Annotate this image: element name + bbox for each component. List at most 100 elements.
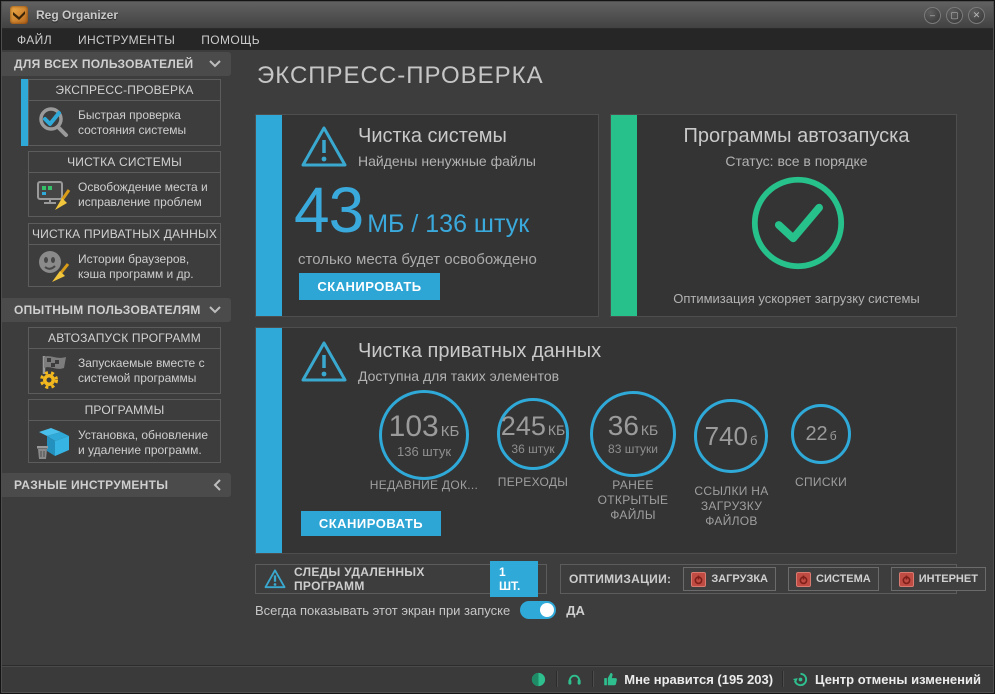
- stat-circle-visits: 245 КБ 36 штук: [497, 398, 569, 470]
- card-accent-strip: [256, 115, 282, 316]
- chevron-left-icon: [213, 479, 221, 491]
- card-system-clean: Чистка системы Найдены ненужные файлы 43…: [255, 114, 599, 317]
- card-title: Чистка приватных данных: [358, 340, 602, 362]
- theme-button[interactable]: [530, 671, 547, 688]
- card-title: Программы автозапуска: [683, 125, 910, 147]
- sidebar-item-express-check[interactable]: ЭКСПРЕСС-ПРОВЕРКА Быстрая проверка состо…: [28, 79, 221, 146]
- traces-box[interactable]: СЛЕДЫ УДАЛЕННЫХ ПРОГРАММ 1 ШТ.: [255, 561, 547, 597]
- stat-label: ПЕРЕХОДЫ: [497, 475, 569, 489]
- menu-help[interactable]: ПОМОЩЬ: [201, 32, 261, 47]
- title-bar[interactable]: Reg Organizer – ▢ ✕: [2, 2, 993, 29]
- theme-icon: [532, 672, 546, 686]
- close-icon[interactable]: ✕: [968, 6, 985, 24]
- window-title: Reg Organizer: [36, 8, 119, 22]
- stat-label: СПИСКИ: [795, 475, 847, 489]
- divider: [556, 671, 558, 687]
- sidebar-group-label: ДЛЯ ВСЕХ ПОЛЬЗОВАТЕЛЕЙ: [14, 57, 194, 71]
- sidebar-group-label: ОПЫТНЫМ ПОЛЬЗОВАТЕЛЯМ: [14, 303, 201, 317]
- optimize-system-button[interactable]: СИСТЕМА: [788, 567, 879, 591]
- power-icon: [796, 571, 811, 587]
- sidebar-item-autorun[interactable]: АВТОЗАПУСК ПРОГРАММ Запускаемые вместе с…: [28, 327, 221, 394]
- stat-circle-lists: 22 б: [791, 404, 851, 464]
- startup-toggle-label: Всегда показывать этот экран при запуске: [255, 602, 511, 618]
- undo-center-label: Центр отмены изменений: [815, 671, 981, 687]
- divider: [592, 671, 594, 687]
- sidebar-item-title: ПРОГРАММЫ: [29, 400, 220, 421]
- sidebar-item-desc: Запускаемые вместе с системой программы: [78, 356, 205, 385]
- stat-circle-opened-files: 36 КБ 83 штуки: [590, 391, 676, 477]
- sidebar-item-desc: Быстрая проверка состояния системы: [78, 108, 187, 137]
- mask-broom-icon: [35, 248, 73, 286]
- stat-label: РАНЕЕ ОТКРЫТЫЕ ФАЙЛЫ: [597, 478, 669, 522]
- card-subtitle: Доступна для таких элементов: [358, 368, 560, 384]
- card-subtitle: Статус: все в порядке: [725, 153, 868, 169]
- stat-circle-recent-docs: 103 КБ 136 штук: [379, 390, 469, 480]
- body: ДЛЯ ВСЕХ ПОЛЬЗОВАТЕЛЕЙ ЭКСПРЕСС-ПРОВЕРКА…: [2, 50, 993, 665]
- power-icon: [898, 571, 914, 587]
- monitor-broom-icon: [35, 176, 73, 214]
- chevron-down-icon: [209, 60, 221, 68]
- undo-center-button[interactable]: Центр отмены изменений: [792, 671, 981, 688]
- chevron-down-icon: [209, 306, 221, 314]
- optimize-internet-button[interactable]: ИНТЕРНЕТ: [890, 567, 986, 591]
- sidebar-item-desc: Освобождение места и исправление проблем: [78, 180, 208, 209]
- sidebar-item-title: ЧИСТКА ПРИВАТНЫХ ДАННЫХ: [29, 224, 220, 245]
- card-accent-strip: [256, 328, 282, 553]
- optimizations-box: ОПТИМИЗАЦИИ: ЗАГРУЗКА СИСТЕМА ИНТЕРНЕТ: [560, 564, 986, 594]
- optimize-boot-button[interactable]: ЗАГРУЗКА: [683, 567, 776, 591]
- ok-check-circle-icon: [750, 175, 846, 276]
- startup-toggle-switch[interactable]: [520, 601, 557, 619]
- freed-space-note: столько места будет освобождено: [298, 251, 537, 268]
- scan-system-button[interactable]: СКАНИРОВАТЬ: [299, 273, 440, 300]
- warning-triangle-icon: [300, 125, 348, 174]
- minimize-icon[interactable]: –: [924, 6, 941, 24]
- app-logo-icon: [10, 6, 28, 24]
- optimizations-label: ОПТИМИЗАЦИИ:: [569, 572, 672, 586]
- warning-triangle-icon: [300, 340, 348, 389]
- freed-space-value: 43 МБ / 136 штук: [294, 174, 530, 246]
- selected-item-marker: [21, 79, 28, 146]
- like-label: Мне нравится (195 203): [624, 671, 774, 687]
- startup-toggle-state: ДА: [566, 602, 585, 618]
- undo-circle-icon: [792, 672, 808, 686]
- thumbs-up-icon: [604, 672, 618, 686]
- sidebar-group-advanced[interactable]: ОПЫТНЫМ ПОЛЬЗОВАТЕЛЯМ: [2, 298, 231, 322]
- sidebar-group-label: РАЗНЫЕ ИНСТРУМЕНТЫ: [14, 478, 169, 492]
- card-title: Чистка системы: [358, 125, 507, 147]
- maximize-icon[interactable]: ▢: [946, 6, 963, 24]
- sidebar-item-programs[interactable]: ПРОГРАММЫ Установка, обновление и удален…: [28, 399, 221, 463]
- headset-icon: [568, 674, 581, 685]
- warning-triangle-icon: [264, 569, 286, 589]
- sidebar-item-system-clean[interactable]: ЧИСТКА СИСТЕМЫ Освобождение места и испр…: [28, 151, 221, 217]
- toggle-knob: [540, 603, 555, 617]
- card-subtitle: Найдены ненужные файлы: [358, 153, 536, 169]
- card-private-data: Чистка приватных данных Доступна для так…: [255, 327, 957, 554]
- sidebar-item-desc: Истории браузеров, кэша программ и др.: [78, 252, 194, 281]
- menu-bar: ФАЙЛ ИНСТРУМЕНТЫ ПОМОЩЬ: [2, 29, 993, 50]
- sidebar-item-title: АВТОЗАПУСК ПРОГРАММ: [29, 328, 220, 349]
- sidebar-group-all-users[interactable]: ДЛЯ ВСЕХ ПОЛЬЗОВАТЕЛЕЙ: [2, 52, 231, 76]
- sidebar-item-private-clean[interactable]: ЧИСТКА ПРИВАТНЫХ ДАННЫХ Истории браузеро…: [28, 223, 221, 287]
- card-autorun: Программы автозапуска Статус: все в поря…: [610, 114, 957, 317]
- startup-toggle-row: Всегда показывать этот экран при запуске…: [255, 601, 585, 619]
- sidebar-group-misc-tools[interactable]: РАЗНЫЕ ИНСТРУМЕНТЫ: [2, 473, 231, 497]
- menu-tools[interactable]: ИНСТРУМЕНТЫ: [77, 32, 176, 47]
- sidebar-item-title: ЭКСПРЕСС-ПРОВЕРКА: [29, 80, 220, 101]
- autorun-footer-note: Оптимизация ускоряет загрузку системы: [673, 291, 920, 306]
- sidebar-item-desc: Установка, обновление и удаление програм…: [78, 428, 209, 457]
- stat-label: НЕДАВНИЕ ДОК...: [369, 478, 479, 492]
- page-title: ЭКСПРЕСС-ПРОВЕРКА: [257, 62, 544, 89]
- menu-file[interactable]: ФАЙЛ: [17, 32, 52, 47]
- status-bar: Мне нравится (195 203) Центр отмены изме…: [2, 665, 993, 692]
- power-icon: [691, 571, 707, 587]
- sidebar-item-title: ЧИСТКА СИСТЕМЫ: [29, 152, 220, 173]
- stat-circle-download-links: 740 б: [694, 399, 768, 473]
- support-button[interactable]: [566, 671, 583, 688]
- card-accent-strip: [611, 115, 637, 316]
- traces-label: СЛЕДЫ УДАЛЕННЫХ ПРОГРАММ: [294, 565, 425, 593]
- traces-count-badge: 1 ШТ.: [489, 561, 538, 597]
- box-trash-icon: [35, 424, 73, 462]
- like-button[interactable]: Мне нравится (195 203): [602, 671, 773, 687]
- scan-private-button[interactable]: СКАНИРОВАТЬ: [301, 511, 441, 536]
